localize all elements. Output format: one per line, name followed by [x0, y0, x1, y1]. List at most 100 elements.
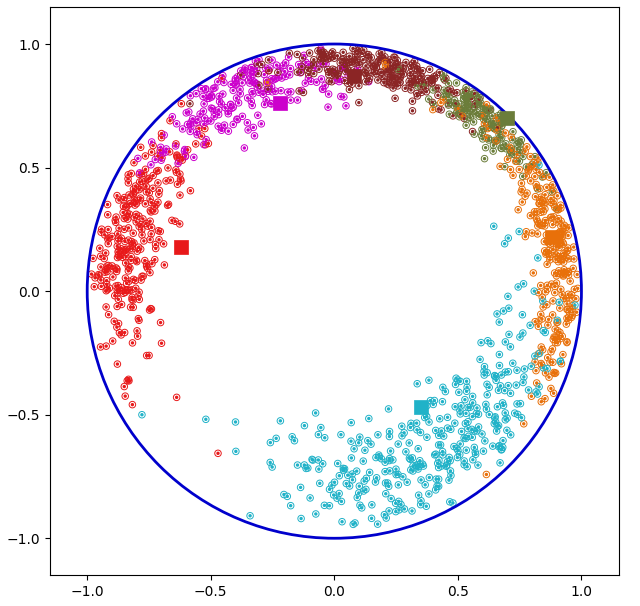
Point	[124, 209, 134, 219]
Point	[541, 300, 552, 310]
Point	[369, 62, 379, 72]
Point	[100, 230, 110, 240]
Point	[380, 510, 390, 519]
Point	[150, 206, 160, 216]
Point	[145, 194, 156, 204]
Point	[230, 76, 241, 85]
Point	[125, 263, 135, 273]
Point	[540, 328, 550, 338]
Point	[540, 246, 550, 256]
Point	[452, 375, 463, 385]
Point	[518, 419, 529, 428]
Point	[400, 84, 410, 93]
Point	[312, 78, 322, 87]
Point	[161, 147, 171, 157]
Point	[545, 213, 556, 222]
Point	[120, 202, 131, 212]
Point	[452, 453, 463, 462]
Point	[490, 412, 500, 422]
Point	[313, 455, 323, 465]
Point	[324, 70, 334, 79]
Point	[102, 276, 112, 285]
Point	[111, 212, 121, 222]
Point	[339, 76, 349, 85]
Point	[391, 470, 401, 479]
Point	[383, 478, 393, 488]
Point	[434, 455, 444, 465]
Point	[177, 153, 188, 162]
Point	[358, 45, 369, 55]
Point	[185, 127, 195, 136]
Point	[260, 63, 271, 73]
Point	[444, 99, 454, 108]
Point	[150, 239, 161, 249]
Point	[182, 145, 193, 155]
Point	[538, 296, 548, 306]
Point	[465, 402, 475, 412]
Point	[316, 59, 326, 69]
Point	[96, 262, 106, 272]
Point	[134, 287, 144, 297]
Point	[139, 236, 149, 246]
Point	[516, 187, 526, 197]
Point	[416, 475, 426, 485]
Point	[499, 115, 509, 125]
Point	[356, 503, 367, 513]
Point	[495, 381, 506, 391]
Point	[541, 248, 552, 258]
Point	[524, 165, 534, 175]
Point	[159, 260, 170, 270]
Point	[555, 227, 565, 236]
Point	[156, 318, 166, 327]
Point	[138, 214, 148, 224]
Point	[152, 166, 162, 176]
Point	[548, 335, 558, 344]
Point	[452, 88, 462, 98]
Point	[145, 216, 156, 226]
Point	[348, 475, 358, 485]
Point	[102, 276, 112, 285]
Point	[104, 233, 114, 243]
Point	[172, 167, 182, 177]
Point	[498, 442, 508, 452]
Point	[210, 83, 220, 93]
Point	[463, 431, 474, 441]
Point	[481, 133, 492, 142]
Point	[156, 142, 166, 152]
Point	[204, 139, 214, 148]
Point	[380, 62, 390, 72]
Point	[429, 99, 439, 109]
Point	[271, 61, 282, 70]
Point	[209, 107, 220, 117]
Point	[479, 154, 490, 164]
Point	[385, 446, 396, 456]
Point	[384, 506, 394, 516]
Point	[124, 276, 134, 286]
Point	[117, 253, 127, 262]
Point	[468, 102, 479, 112]
Point	[435, 440, 445, 450]
Point	[278, 61, 289, 70]
Point	[436, 426, 447, 436]
Point	[461, 105, 472, 115]
Point	[341, 479, 351, 488]
Point	[502, 425, 512, 435]
Point	[479, 362, 490, 371]
Point	[399, 428, 409, 438]
Point	[93, 270, 104, 279]
Point	[307, 454, 317, 464]
Point	[543, 353, 553, 362]
Point	[442, 89, 452, 99]
Point	[556, 238, 566, 248]
Point	[530, 171, 540, 181]
Point	[103, 239, 113, 248]
Point	[500, 128, 511, 138]
Point	[445, 84, 455, 94]
Point	[157, 153, 167, 163]
Point	[438, 95, 449, 105]
Point	[491, 136, 501, 146]
Point	[530, 351, 540, 361]
Point	[285, 95, 296, 105]
Point	[381, 489, 391, 499]
Point	[172, 153, 182, 162]
